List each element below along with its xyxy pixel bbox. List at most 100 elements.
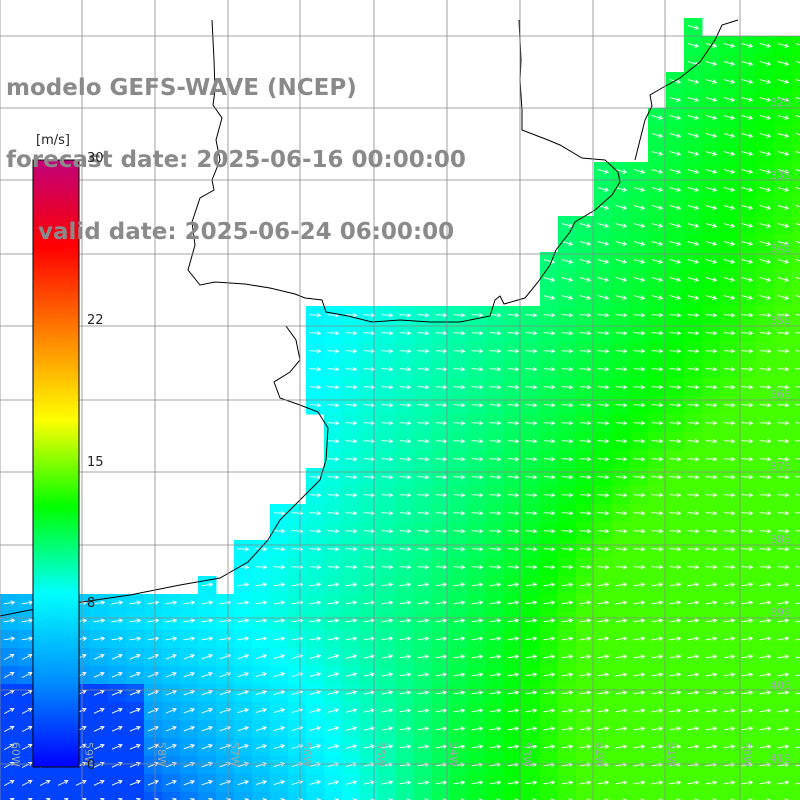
- wind-arrow: [723, 384, 736, 390]
- wind-arrow: [237, 582, 250, 587]
- wind-cell: [558, 792, 577, 800]
- wind-arrow: [561, 348, 574, 354]
- wind-arrow: [615, 618, 628, 623]
- wind-arrow: [669, 690, 682, 695]
- wind-arrow: [417, 456, 430, 462]
- wind-cell: [792, 252, 800, 271]
- wind-arrow: [669, 708, 682, 713]
- wind-arrow: [669, 151, 682, 156]
- wind-arrow: [21, 689, 33, 696]
- wind-arrow: [777, 205, 790, 210]
- wind-arrow: [237, 690, 250, 696]
- wind-arrow: [381, 456, 394, 462]
- wind-arrow: [273, 528, 286, 534]
- wind-arrow: [165, 690, 177, 696]
- wind-cell: [792, 234, 800, 253]
- wind-cell: [144, 792, 163, 800]
- wind-arrow: [453, 312, 466, 318]
- wind-arrow: [147, 600, 160, 605]
- longitude-labels: 60W 59W 58W 57W 56W 55W 54W 53W 52W 51W 50W: [9, 742, 753, 767]
- wind-arrow: [514, 798, 520, 800]
- wind-arrow: [669, 492, 682, 498]
- wind-arrow: [363, 420, 376, 426]
- wind-arrow: [417, 618, 430, 623]
- title-valid-date: valid date: 2025-06-24 06:00:00: [6, 219, 455, 245]
- wind-arrow: [741, 97, 754, 102]
- wind-arrow: [669, 438, 682, 444]
- wind-arrow: [381, 600, 394, 605]
- latitude-label: 40S: [770, 679, 791, 692]
- wind-cell: [792, 450, 800, 469]
- wind-arrow: [597, 348, 610, 354]
- wind-arrow: [309, 330, 322, 336]
- wind-cell: [792, 342, 800, 361]
- wind-arrow: [453, 528, 466, 534]
- wind-arrow: [687, 312, 700, 318]
- wind-cell: [792, 72, 800, 91]
- wind-arrow: [489, 420, 502, 426]
- wind-arrow: [507, 420, 520, 426]
- wind-arrow: [579, 690, 592, 695]
- wind-arrow: [399, 564, 412, 570]
- wind-arrow: [507, 672, 520, 677]
- wind-arrow: [309, 384, 322, 390]
- wind-arrow: [453, 708, 466, 713]
- wind-arrow: [561, 330, 574, 336]
- wind-arrow: [327, 654, 340, 659]
- wind-arrow: [687, 205, 700, 210]
- longitude-label: 56W: [300, 742, 313, 767]
- wind-arrow: [669, 241, 682, 246]
- wind-arrow: [687, 528, 700, 534]
- wind-arrow: [615, 600, 628, 605]
- wind-arrow: [111, 653, 123, 660]
- wind-arrow: [201, 582, 214, 587]
- wind-arrow: [453, 438, 466, 444]
- wind-arrow: [381, 312, 394, 318]
- wind-arrow: [525, 780, 538, 785]
- wind-arrow: [687, 726, 700, 731]
- wind-arrow: [525, 636, 538, 641]
- wind-arrow: [633, 528, 646, 534]
- wind-arrow: [705, 223, 718, 228]
- wind-arrow: [561, 744, 574, 749]
- wind-arrow: [327, 582, 340, 587]
- wind-arrow: [705, 672, 718, 677]
- coastline-north: [634, 19, 739, 161]
- wind-arrow: [507, 618, 520, 623]
- wind-arrow: [381, 726, 394, 731]
- wind-arrow: [489, 600, 502, 605]
- wind-cell: [792, 738, 800, 757]
- wind-arrow: [597, 726, 610, 731]
- wind-cell: [792, 180, 800, 199]
- wind-arrow: [399, 402, 412, 408]
- wind-arrow: [795, 97, 800, 100]
- wind-arrow: [489, 348, 502, 354]
- wind-arrow: [705, 420, 718, 426]
- wind-arrow: [759, 654, 772, 659]
- wind-arrow: [651, 690, 664, 695]
- wind-arrow: [597, 456, 610, 462]
- wind-cell: [18, 792, 37, 800]
- latitude-label: 36S: [770, 388, 791, 401]
- wind-arrow: [597, 277, 610, 282]
- wind-arrow: [309, 582, 322, 587]
- wind-arrow: [795, 494, 800, 496]
- wind-arrow: [741, 618, 754, 623]
- wind-cell: [792, 126, 800, 145]
- wind-arrow: [273, 672, 286, 678]
- wind-arrow: [705, 582, 718, 587]
- wind-arrow: [543, 726, 556, 731]
- wind-cell: [792, 306, 800, 325]
- wind-arrow: [399, 474, 412, 480]
- wind-arrow: [687, 259, 700, 264]
- wind-arrow: [255, 672, 268, 678]
- wind-arrow: [237, 780, 250, 786]
- wind-arrow: [21, 761, 33, 768]
- wind-arrow: [543, 438, 556, 444]
- wind-arrow: [237, 636, 250, 641]
- wind-arrow: [705, 726, 718, 731]
- wind-cell: [180, 792, 199, 800]
- wind-arrow: [568, 798, 574, 800]
- wind-arrow: [165, 636, 178, 641]
- wind-arrow: [687, 618, 700, 623]
